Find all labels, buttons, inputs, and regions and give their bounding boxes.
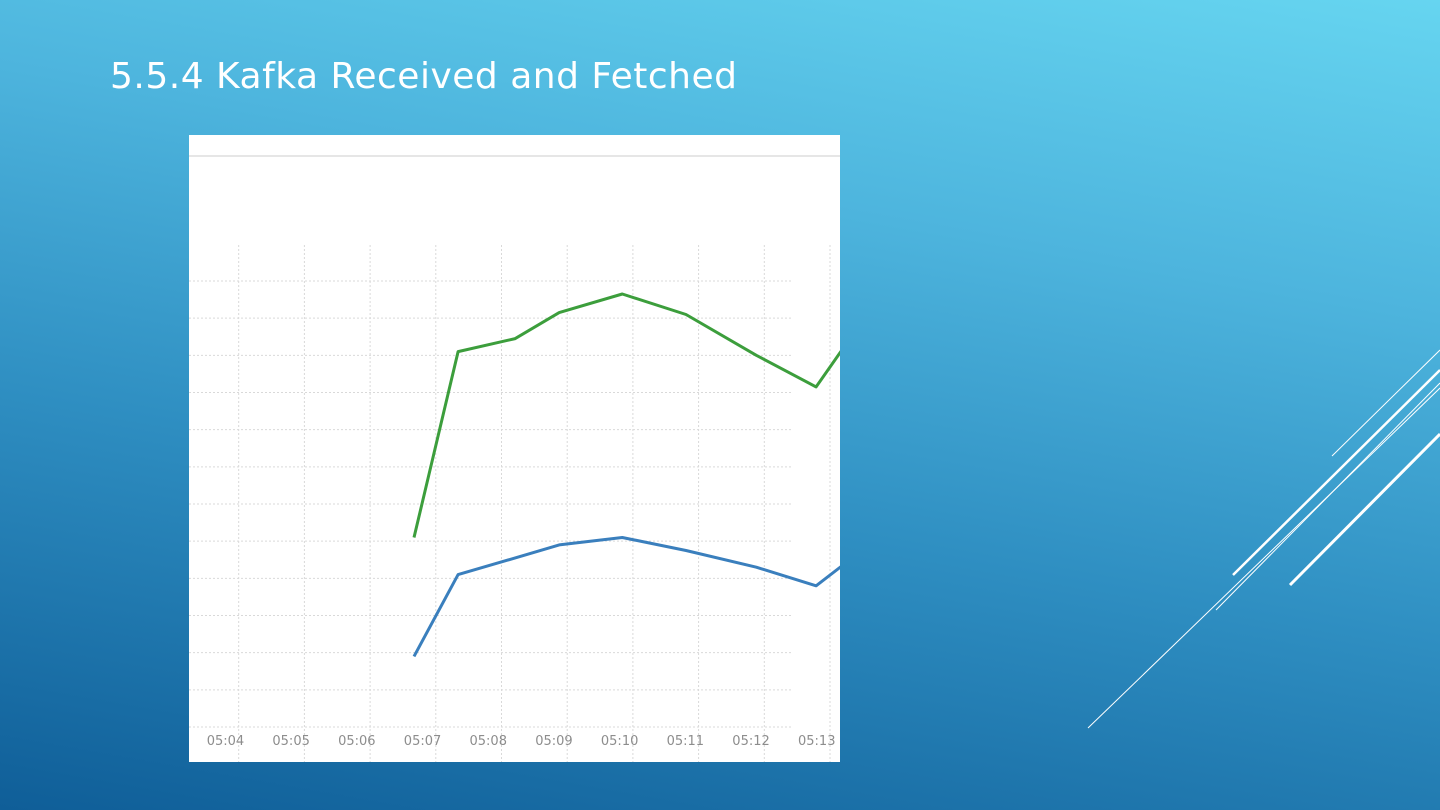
x-tick-label: 05:08 <box>470 734 507 749</box>
x-tick-label: 05:05 <box>272 734 309 749</box>
line-chart: 05:04 05:05 05:06 05:07 05:08 05:09 05:10 05:11… <box>189 135 840 762</box>
x-tick-label: 05:13 <box>798 734 835 749</box>
x-tick-label: 05:04 <box>207 734 244 749</box>
chart-svg: 05:04 05:05 05:06 05:07 05:08 05:09 05:10 05:11… <box>189 155 840 762</box>
series-layer <box>412 292 840 658</box>
horizontal-gridlines <box>189 280 791 728</box>
x-tick-label: 05:09 <box>535 734 572 749</box>
series-line-green <box>412 292 840 538</box>
x-tick-label: 05:10 <box>601 734 638 749</box>
x-axis-tick-labels: 05:04 05:05 05:06 05:07 05:08 05:09 05:10 05:11… <box>207 734 836 749</box>
x-tick-label: 05:11 <box>667 734 704 749</box>
slide-title: 5.5.4 Kafka Received and Fetched <box>110 56 738 97</box>
series-line-blue <box>412 536 840 658</box>
x-tick-label: 05:07 <box>404 734 441 749</box>
x-tick-label: 05:12 <box>732 734 769 749</box>
x-tick-label: 05:06 <box>338 734 375 749</box>
